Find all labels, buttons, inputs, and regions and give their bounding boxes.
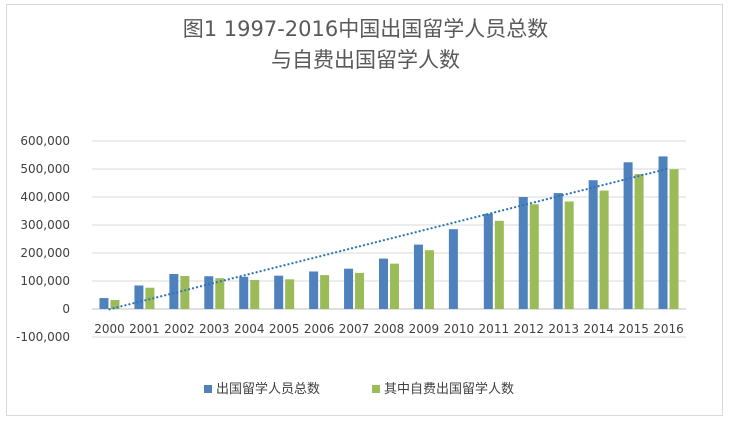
bar-total [658,156,668,309]
x-tick-label: 2003 [199,322,230,336]
x-tick-label: 2000 [94,322,125,336]
x-tick-label: 2001 [129,322,160,336]
y-tick-label: 200,000 [20,246,70,260]
bar-self-funded [110,300,120,309]
trendline [108,167,670,311]
bar-self-funded [390,263,399,309]
x-tick-label: 2014 [583,322,614,336]
trendline-path [108,167,670,311]
bar-total [518,197,528,309]
legend-swatch [372,385,380,393]
x-tick-label: 2015 [618,322,649,336]
bar-self-funded [285,279,295,309]
bar-self-funded [634,174,644,309]
chart-title-line1: 图1 1997-2016中国出国留学人员总数 [182,17,549,41]
bar-total [448,229,458,309]
legend-swatch [204,385,212,393]
bar-total [623,162,633,309]
bar-self-funded [424,250,434,309]
bar-self-funded [250,279,260,309]
legend-label: 其中自费出国留学人数 [384,381,514,397]
bar-total [588,180,598,309]
x-tick-label: 2016 [653,322,684,336]
bar-self-funded [564,201,574,309]
bar-total [379,258,388,309]
bar-self-funded [599,190,609,309]
x-tick-label: 2010 [444,322,475,336]
gridlines [92,140,686,338]
bars [99,156,679,309]
x-tick-label: 2002 [164,322,195,336]
y-tick-label: -100,000 [16,330,70,344]
x-axis: 2000 2001 2002 2003 2004 2005 2006 2007 2008 2009… [94,322,684,336]
x-tick-label: 2008 [374,322,405,336]
bar-total [274,275,284,309]
x-tick-label: 2011 [479,322,510,336]
y-tick-label: 300,000 [20,218,70,232]
bar-total [344,268,354,309]
x-tick-label: 2005 [269,322,300,336]
y-tick-label: 100,000 [20,274,70,288]
bar-self-funded [215,278,225,309]
y-tick-label: 600,000 [20,134,70,148]
bar-self-funded [669,169,679,309]
y-axis: 600,000 500,000 400,000 300,000 200,000 100,0… [16,134,70,344]
x-tick-label: 2006 [304,322,335,336]
chart-title: 图1 1997-2016中国出国留学人员总数 与自费出国留学人数 [0,14,731,76]
bar-total [239,276,249,309]
bar-total [553,193,563,309]
y-tick-label: 400,000 [20,190,70,204]
x-tick-label: 2004 [234,322,265,336]
legend-label: 出国留学人员总数 [216,381,320,397]
y-tick-label: 0 [62,302,70,316]
y-tick-label: 500,000 [20,162,70,176]
x-tick-label: 2012 [513,322,544,336]
bar-total [134,285,144,309]
bar-total [169,274,179,309]
chart-title-line2: 与自费出国留学人数 [271,48,460,72]
bar-self-funded [529,204,539,309]
bar-self-funded [320,275,330,309]
bar-self-funded [494,220,504,309]
bar-total [413,244,423,309]
bar-total [99,298,109,309]
bar-self-funded [180,275,190,309]
legend: 出国留学人员总数 其中自费出国留学人数 [204,381,514,397]
x-tick-label: 2009 [409,322,440,336]
bar-total [309,271,319,309]
bar-self-funded [355,272,365,309]
x-tick-label: 2013 [548,322,579,336]
bar-total [204,276,214,309]
bar-total [483,213,493,309]
x-tick-label: 2007 [339,322,370,336]
